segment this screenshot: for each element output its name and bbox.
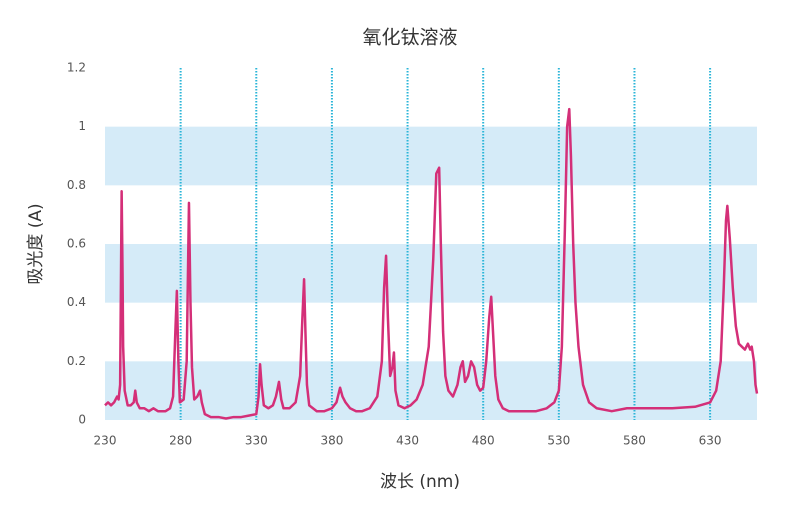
x-tick-label: 530 xyxy=(547,434,570,448)
y-tick-label: 0.6 xyxy=(67,237,86,251)
y-band xyxy=(105,126,757,186)
y-tick-label: 0 xyxy=(78,413,86,427)
x-axis-label: 波长 (nm) xyxy=(380,472,460,492)
x-tick-label: 430 xyxy=(396,434,419,448)
x-tick-label: 330 xyxy=(245,434,268,448)
y-tick-label: 0.4 xyxy=(67,295,86,309)
y-band xyxy=(105,361,757,420)
data-line xyxy=(104,107,759,420)
x-tick-label: 580 xyxy=(623,434,646,448)
x-tick-label: 280 xyxy=(169,434,192,448)
chart-title: 氧化钛溶液 xyxy=(362,27,457,49)
y-tick-label: 0.8 xyxy=(67,178,86,192)
x-tick-label: 630 xyxy=(699,434,722,448)
x-tick-label: 230 xyxy=(94,434,117,448)
y-tick-label: 1.2 xyxy=(67,61,86,75)
y-axis-label: 吸光度 (A) xyxy=(26,203,46,284)
x-tick-label: 380 xyxy=(320,434,343,448)
x-tick-label: 480 xyxy=(472,434,495,448)
y-tick-label: 0.2 xyxy=(67,354,86,368)
bands xyxy=(105,126,757,420)
y-tick-label: 1 xyxy=(78,119,86,133)
